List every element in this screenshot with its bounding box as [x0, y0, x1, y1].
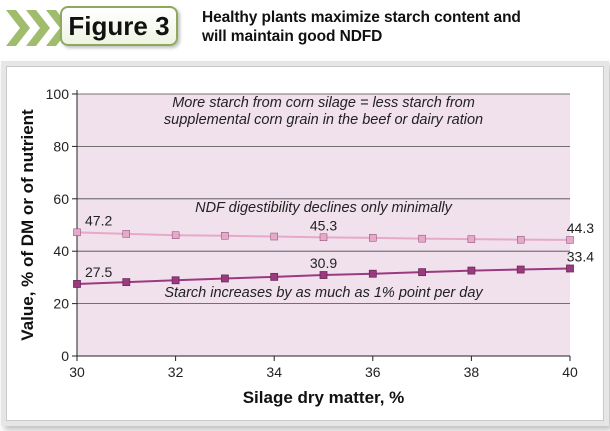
series-0-point — [319, 233, 328, 242]
x-tick-label: 30 — [69, 364, 85, 380]
series-1-point — [467, 266, 476, 275]
series-0-point — [270, 232, 278, 241]
series-0-point — [369, 234, 377, 242]
figure-header: Figure 3 Healthy plants maximize starch … — [0, 0, 610, 62]
series-0-point — [171, 231, 180, 239]
chart-annotation: supplemental corn grain in the beef or d… — [164, 112, 483, 128]
y-tick-label: 20 — [53, 296, 69, 312]
data-label: 27.5 — [85, 264, 112, 280]
line-chart: 0 20 40 60 80 100 30 32 34 36 38 40 Silage dry matte… — [18, 86, 594, 407]
data-label: 45.3 — [310, 217, 337, 233]
figure-title-line-2: will maintain good NDFD — [202, 28, 383, 45]
series-0-point — [517, 235, 525, 244]
y-tick-label: 100 — [46, 86, 70, 102]
x-tick-label: 40 — [562, 364, 578, 380]
x-tick-label: 38 — [464, 364, 480, 380]
chart-annotation: More starch from corn silage = less star… — [172, 95, 475, 111]
data-label: 44.3 — [567, 220, 594, 236]
x-tick-label: 34 — [266, 364, 282, 380]
series-1-point — [418, 268, 427, 277]
series-1-point — [319, 271, 328, 279]
series-0-point — [221, 232, 229, 240]
chart-panel: 0 20 40 60 80 100 30 32 34 36 38 40 Silage dry matte… — [6, 66, 604, 421]
series-0-point — [566, 236, 574, 244]
figure-label-box: Figure 3 — [60, 6, 178, 46]
y-tick-label: 40 — [53, 243, 69, 259]
chart-annotation: NDF digestibility declines only minimall… — [195, 200, 453, 216]
series-0-point — [467, 235, 476, 243]
data-label: 30.9 — [310, 255, 337, 271]
figure-title: Healthy plants maximize starch content a… — [202, 8, 602, 46]
series-1-point — [122, 278, 131, 287]
chart-annotation: Starch increases by as much as 1% point … — [164, 285, 483, 301]
series-1-point — [270, 272, 279, 281]
data-label: 47.2 — [85, 212, 112, 228]
figure-title-line-1: Healthy plants maximize starch content a… — [202, 9, 521, 26]
plot-background — [77, 94, 570, 356]
series-1-point — [368, 269, 377, 278]
series-0-point — [122, 230, 131, 238]
series-1-point — [171, 276, 180, 285]
series-0-point — [73, 228, 81, 237]
series-1-point — [73, 280, 81, 288]
y-tick-label: 0 — [61, 348, 69, 364]
data-label: 33.4 — [567, 248, 594, 264]
y-axis-title: Value, % of DM or of nutrient — [18, 109, 37, 341]
series-1-point — [566, 264, 574, 273]
series-1-point — [220, 274, 229, 283]
x-tick-label: 32 — [168, 364, 184, 380]
series-0-point — [418, 234, 426, 243]
figure-label: Figure 3 — [68, 10, 170, 41]
x-tick-label: 36 — [365, 364, 381, 380]
x-axis-title: Silage dry matter, % — [243, 388, 405, 407]
y-tick-label: 80 — [53, 138, 69, 154]
series-1-point — [516, 265, 525, 274]
y-tick-label: 60 — [53, 191, 69, 207]
